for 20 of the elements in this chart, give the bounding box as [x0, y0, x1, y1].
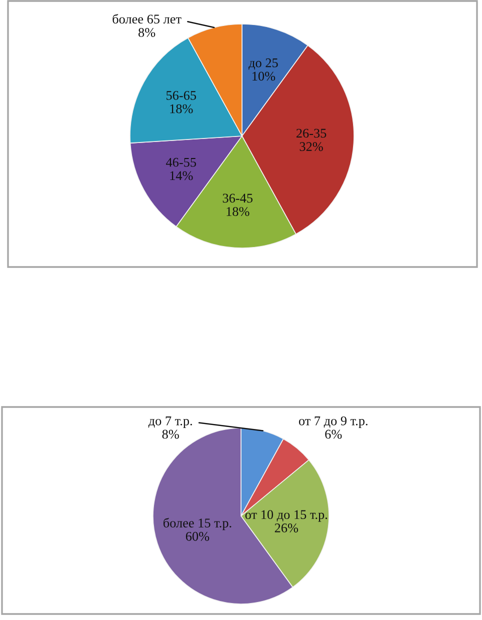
data-label: 18% [226, 207, 250, 216]
slice-label: от 7 до 9 т.р. [298, 416, 368, 428]
data-label: 10% [252, 72, 276, 81]
data-label: 18% [170, 104, 193, 114]
data-label: 8% [162, 430, 179, 439]
slice-label: 46-55 [166, 158, 196, 167]
slice-label: до 25 [248, 58, 278, 70]
data-label: 8% [138, 28, 156, 37]
data-label: 60% [186, 532, 210, 541]
slice-label: более 15 т.р. [164, 518, 232, 530]
data-label: 32% [300, 142, 323, 152]
slice-label: от 10 до 15 т.р. [245, 510, 328, 522]
data-label: 26% [274, 524, 298, 532]
data-label: 14% [170, 171, 193, 180]
slice-label: более 65 лет [112, 14, 182, 24]
slice-label: 36-45 [222, 194, 253, 203]
slice-label: до 7 т.р. [148, 416, 192, 428]
data-label: 6% [325, 430, 342, 439]
slice-label: 26-35 [296, 128, 326, 138]
slice-label: 56-65 [166, 91, 196, 100]
